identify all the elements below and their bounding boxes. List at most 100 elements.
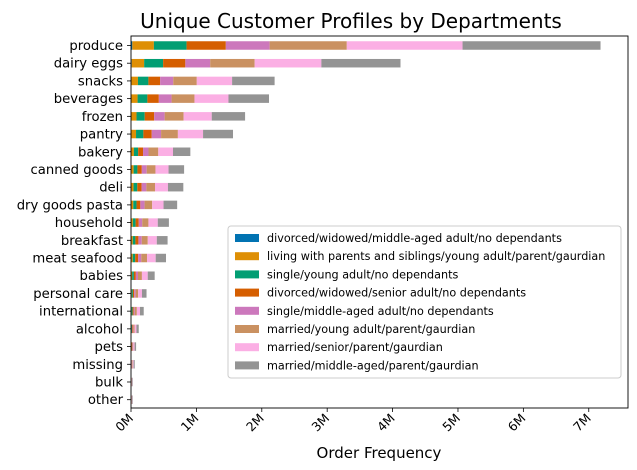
bar-babies-series-7 bbox=[147, 271, 155, 280]
bar-bakery-series-1 bbox=[131, 147, 134, 157]
legend: divorced/widowed/middle-aged adult/no de… bbox=[227, 225, 622, 379]
chart-title: Unique Customer Profiles by Departments bbox=[140, 9, 562, 33]
y-tick-label: dairy eggs bbox=[54, 57, 123, 72]
y-tick-label: personal care bbox=[33, 287, 123, 302]
bar-meat-seafood-series-1 bbox=[131, 253, 133, 263]
legend-label: married/young adult/parent/gaurdian bbox=[267, 323, 475, 336]
y-tick-label: deli bbox=[99, 181, 123, 196]
bar-international-series-2 bbox=[131, 306, 133, 316]
bar-beverages-series-3 bbox=[147, 94, 159, 103]
y-tick-label: household bbox=[55, 216, 123, 231]
bar-frozen-series-1 bbox=[131, 112, 137, 121]
y-tick-label: meat seafood bbox=[32, 252, 123, 267]
bar-frozen-series-3 bbox=[144, 112, 155, 121]
bar-deli-series-6 bbox=[155, 182, 168, 192]
bar-pets-series-5 bbox=[132, 342, 134, 351]
bar-bakery-series-5 bbox=[148, 147, 159, 157]
bar-dairy-eggs-series-6 bbox=[254, 58, 322, 68]
legend-label: divorced/widowed/middle-aged adult/no de… bbox=[267, 232, 562, 245]
legend-box bbox=[227, 225, 622, 379]
bar-beverages-series-4 bbox=[158, 94, 172, 103]
bar-produce-series-2 bbox=[153, 41, 187, 50]
legend-swatch bbox=[235, 361, 259, 370]
bar-missing-series-6 bbox=[132, 360, 134, 369]
bar-international-series-4 bbox=[133, 306, 135, 316]
legend-label: living with parents and siblings/young a… bbox=[267, 250, 605, 263]
y-tick-label: other bbox=[88, 393, 124, 408]
y-tick-label: frozen bbox=[82, 110, 123, 125]
bar-breakfast-series-6 bbox=[147, 236, 157, 245]
bar-beverages-series-7 bbox=[228, 94, 270, 103]
bar-frozen-series-2 bbox=[136, 112, 145, 121]
legend-swatch bbox=[235, 270, 259, 279]
bar-pantry-series-3 bbox=[143, 129, 152, 139]
bar-pets-series-7 bbox=[134, 342, 137, 351]
bar-deli-series-7 bbox=[167, 182, 184, 192]
bar-dairy-eggs-series-2 bbox=[144, 58, 164, 68]
y-tick-label: beverages bbox=[54, 92, 123, 107]
bar-breakfast-series-2 bbox=[132, 236, 136, 245]
x-tick-label: 6M bbox=[505, 411, 529, 435]
bar-babies-series-4 bbox=[135, 271, 138, 280]
bar-snacks-series-5 bbox=[173, 76, 197, 86]
bar-dry-goods-pasta-series-2 bbox=[133, 200, 137, 210]
legend-swatch bbox=[235, 343, 259, 352]
y-tick-label: snacks bbox=[78, 74, 123, 89]
x-axis-label: Order Frequency bbox=[317, 444, 442, 462]
bar-dairy-eggs-series-4 bbox=[185, 58, 211, 68]
bar-breakfast-series-1 bbox=[131, 236, 133, 245]
bar-canned-goods-series-6 bbox=[155, 165, 169, 174]
bar-pantry-series-4 bbox=[151, 129, 162, 139]
bar-meat-seafood-series-7 bbox=[155, 253, 167, 263]
bar-international-series-7 bbox=[139, 306, 144, 316]
y-tick-label: canned goods bbox=[31, 163, 124, 178]
bar-household-series-4 bbox=[138, 218, 143, 227]
bar-alcohol-series-3 bbox=[131, 324, 133, 334]
bar-beverages-series-6 bbox=[194, 94, 229, 103]
bar-dry-goods-pasta-series-7 bbox=[163, 200, 178, 210]
y-tick-label: bulk bbox=[95, 375, 123, 390]
legend-label: single/middle-aged adult/no dependants bbox=[267, 305, 494, 318]
bar-pantry-series-2 bbox=[136, 129, 144, 139]
bar-household-series-7 bbox=[157, 218, 169, 227]
bar-frozen-series-6 bbox=[183, 112, 212, 121]
bar-canned-goods-series-3 bbox=[137, 165, 142, 174]
bar-deli-series-5 bbox=[146, 182, 156, 192]
legend-label: married/middle-aged/parent/gaurdian bbox=[267, 359, 479, 372]
bar-personal-care-series-4 bbox=[134, 289, 136, 298]
bar-meat-seafood-series-2 bbox=[132, 253, 136, 263]
legend-swatch bbox=[235, 252, 259, 261]
bars-group bbox=[131, 41, 601, 404]
bar-breakfast-series-4 bbox=[138, 236, 142, 245]
bar-bakery-series-4 bbox=[143, 147, 149, 157]
x-tick-label: 2M bbox=[243, 411, 267, 435]
bar-canned-goods-series-1 bbox=[131, 165, 134, 174]
bar-dry-goods-pasta-series-1 bbox=[131, 200, 134, 210]
x-tick-label: 7M bbox=[570, 411, 594, 435]
bar-frozen-series-5 bbox=[164, 112, 184, 121]
bar-other-series-7 bbox=[132, 395, 133, 404]
bar-dairy-eggs-series-3 bbox=[163, 58, 186, 68]
bar-babies-series-6 bbox=[141, 271, 148, 280]
legend-swatch bbox=[235, 306, 259, 315]
bar-babies-series-1 bbox=[131, 271, 133, 280]
bar-international-series-3 bbox=[132, 306, 134, 316]
bar-bakery-series-7 bbox=[173, 147, 191, 157]
bar-bakery-series-6 bbox=[158, 147, 174, 157]
bar-bulk-series-7 bbox=[132, 377, 133, 387]
bar-babies-series-5 bbox=[137, 271, 142, 280]
bar-pantry-series-5 bbox=[161, 129, 178, 139]
bar-meat-seafood-series-6 bbox=[147, 253, 156, 263]
bar-alcohol-series-2 bbox=[131, 324, 132, 334]
y-tick-label: missing bbox=[72, 358, 123, 373]
y-tick-label: babies bbox=[80, 269, 124, 284]
bar-produce-series-0 bbox=[131, 41, 133, 50]
bar-beverages-series-1 bbox=[131, 94, 138, 103]
bar-canned-goods-series-7 bbox=[168, 165, 185, 174]
y-tick-label: bakery bbox=[78, 145, 123, 160]
bar-personal-care-series-7 bbox=[141, 289, 147, 298]
bar-snacks-series-3 bbox=[148, 76, 161, 86]
bar-frozen-series-7 bbox=[211, 112, 246, 121]
plot-frame bbox=[130, 35, 629, 409]
x-tick-label: 4M bbox=[374, 411, 398, 435]
